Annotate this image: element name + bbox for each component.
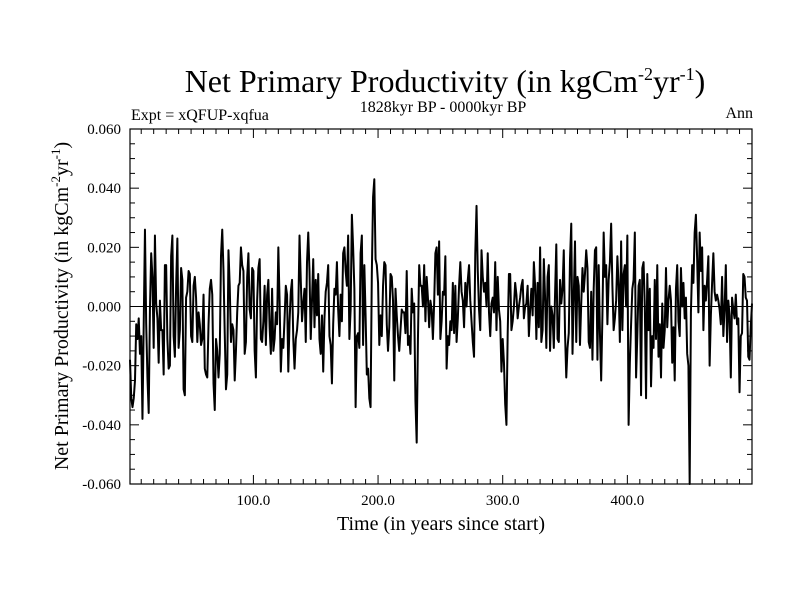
title-mid: yr — [653, 63, 680, 99]
title-sup-1: -2 — [638, 64, 653, 84]
title-sup-2: -1 — [680, 64, 695, 84]
x-tick-label: 200.0 — [361, 493, 395, 509]
chart-title: Net Primary Productivity (in kgCm-2yr-1) — [185, 63, 706, 99]
y-axis: -0.060 -0.040 -0.020 0.000 0.020 0.040 0.060 — [82, 122, 752, 493]
svg-text:Net Primary Productivity (in k: Net Primary Productivity (in kgCm-2yr-1) — [48, 142, 73, 470]
y-tick-label: 0.020 — [87, 240, 121, 256]
ylabel-sup-2: -1 — [48, 149, 63, 160]
y-axis-title: Net Primary Productivity (in kgCm-2yr-1) — [48, 142, 73, 470]
x-axis: 100.0 200.0 300.0 400.0 — [140, 129, 741, 509]
series-line-npp — [129, 178, 753, 485]
plot-area — [129, 128, 753, 485]
y-tick-label: 0.040 — [87, 181, 121, 197]
y-tick-label: 0.060 — [87, 122, 121, 138]
ylabel-sup-1: -2 — [48, 176, 63, 187]
ylabel-main: Net Primary Productivity (in kgCm — [51, 186, 73, 470]
ylabel-end: ) — [51, 142, 73, 149]
x-tick-label: 100.0 — [237, 493, 271, 509]
svg-text:Net Primary Productivity (in k: Net Primary Productivity (in kgCm-2yr-1) — [185, 63, 706, 99]
title-main: Net Primary Productivity (in kgCm — [185, 63, 638, 99]
title-end: ) — [695, 63, 706, 99]
y-tick-label: -0.060 — [82, 477, 121, 493]
y-tick-label: 0.000 — [87, 300, 121, 316]
x-tick-label: 300.0 — [486, 493, 520, 509]
season-label: Ann — [725, 105, 753, 122]
y-tick-label: -0.040 — [82, 418, 121, 434]
y-tick-label: -0.020 — [82, 359, 121, 375]
expt-label: Expt = xQFUP-xqfua — [131, 107, 269, 124]
ylabel-mid: yr — [51, 159, 73, 176]
period-label: 1828kyr BP - 0000kyr BP — [360, 99, 527, 116]
x-axis-title: Time (in years since start) — [337, 513, 545, 535]
x-tick-label: 400.0 — [610, 493, 644, 509]
